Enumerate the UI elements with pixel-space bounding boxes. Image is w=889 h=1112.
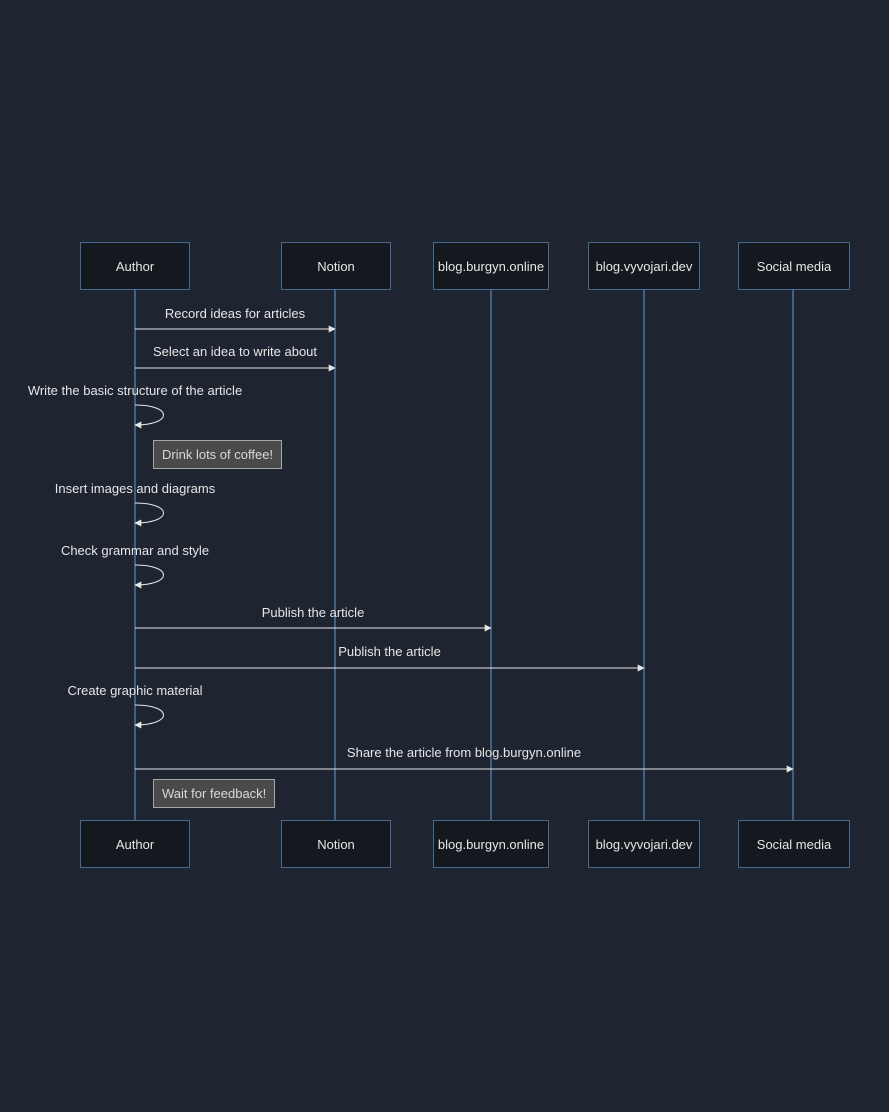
- note-text: Wait for feedback!: [162, 786, 266, 801]
- self-message-label: Check grammar and style: [61, 543, 209, 558]
- note: Wait for feedback!: [153, 779, 275, 808]
- top-actor-author: Author: [80, 242, 190, 290]
- bottom-actor-blog1: blog.burgyn.online: [433, 820, 549, 868]
- bottom-actor-notion: Notion: [281, 820, 391, 868]
- top-actor-social: Social media: [738, 242, 850, 290]
- actor-label: Notion: [317, 837, 355, 852]
- actor-label: Notion: [317, 259, 355, 274]
- top-actor-blog1: blog.burgyn.online: [433, 242, 549, 290]
- self-message-label: Write the basic structure of the article: [28, 383, 242, 398]
- actor-label: blog.vyvojari.dev: [596, 837, 693, 852]
- message-label: Publish the article: [338, 644, 441, 659]
- top-actor-notion: Notion: [281, 242, 391, 290]
- note: Drink lots of coffee!: [153, 440, 282, 469]
- actor-label: blog.vyvojari.dev: [596, 259, 693, 274]
- self-message-label: Create graphic material: [67, 683, 202, 698]
- bottom-actor-author: Author: [80, 820, 190, 868]
- actor-label: blog.burgyn.online: [438, 259, 544, 274]
- note-text: Drink lots of coffee!: [162, 447, 273, 462]
- bottom-actor-blog2: blog.vyvojari.dev: [588, 820, 700, 868]
- actor-label: Social media: [757, 837, 831, 852]
- message-label: Record ideas for articles: [165, 306, 305, 321]
- bottom-actor-social: Social media: [738, 820, 850, 868]
- self-message-label: Insert images and diagrams: [55, 481, 215, 496]
- message-label: Publish the article: [262, 605, 365, 620]
- actor-label: Social media: [757, 259, 831, 274]
- top-actor-blog2: blog.vyvojari.dev: [588, 242, 700, 290]
- actor-label: blog.burgyn.online: [438, 837, 544, 852]
- actor-label: Author: [116, 259, 154, 274]
- message-label: Share the article from blog.burgyn.onlin…: [347, 745, 581, 760]
- actor-label: Author: [116, 837, 154, 852]
- message-label: Select an idea to write about: [153, 344, 317, 359]
